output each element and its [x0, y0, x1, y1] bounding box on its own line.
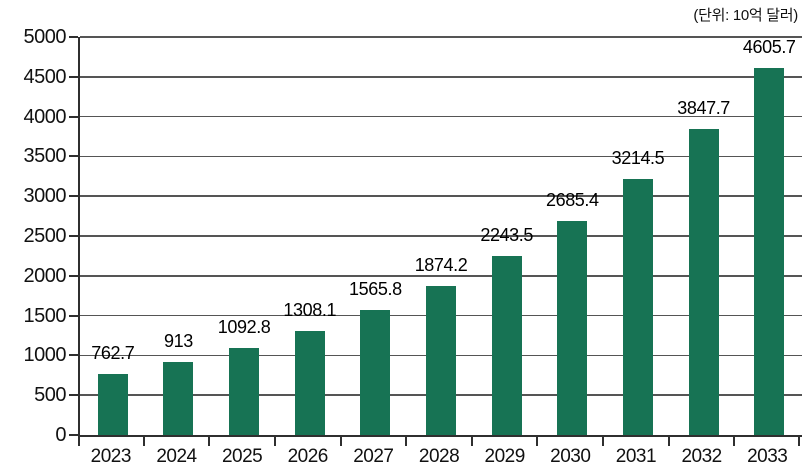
x-tick-marks [78, 437, 800, 447]
y-axis-label-4500: 4500 [23, 65, 67, 88]
bar-group-2030: 2685.4 [539, 37, 605, 435]
bar-2029 [491, 256, 522, 435]
bar-group-2026: 1308.1 [277, 37, 343, 435]
bar-2028 [426, 285, 457, 435]
bar-group-2027: 1565.8 [343, 37, 409, 435]
y-axis-label-1000: 1000 [23, 344, 67, 367]
bar-value-label-2029: 2243.5 [480, 225, 533, 246]
x-tick-7 [536, 437, 539, 446]
y-tick-2000 [69, 274, 78, 277]
x-tick-1 [142, 437, 145, 446]
bar-2031 [622, 179, 653, 435]
bar-group-2028: 1874.2 [408, 37, 474, 435]
x-tick-9 [667, 437, 670, 446]
x-axis-label-2032: 2032 [681, 446, 722, 467]
y-axis-label-3000: 3000 [23, 185, 67, 208]
x-axis-label-2026: 2026 [287, 446, 329, 467]
x-axis-label-2030: 2030 [550, 446, 591, 467]
y-axis-label-5000: 5000 [23, 26, 67, 48]
x-axis-label-2028: 2028 [418, 446, 460, 467]
x-tick-10 [733, 437, 736, 446]
y-tick-4500 [69, 75, 78, 78]
gridline-4000 [80, 115, 802, 118]
gridline-5000 [80, 36, 802, 38]
x-tick-5 [405, 437, 408, 446]
x-axis-labels: 2023 2024 2025 2026 2027 2028 2029 2030 2031 2032… [78, 447, 800, 466]
bar-value-label-2027: 1565.8 [349, 279, 402, 300]
gridline-3500 [80, 155, 802, 158]
gridline-2000 [80, 275, 802, 277]
bar-group-2024: 913 [146, 37, 212, 435]
bar-2030 [557, 221, 588, 435]
x-axis-label-2025: 2025 [221, 446, 263, 467]
x-tick-11 [798, 437, 800, 446]
bar-value-label-2032: 3847.7 [677, 97, 730, 118]
y-axis-label-3500: 3500 [23, 145, 67, 168]
y-axis-label-0: 0 [55, 424, 66, 446]
bar-2023 [97, 374, 128, 435]
y-axis-labels: 0 500 1000 1500 2000 2500 3000 3500 4000 4500 5000 [0, 27, 67, 445]
bars-container: 762.7 913 1092.8 1308.1 1565.8 1874.2 2243.5 26… [80, 37, 802, 435]
bar-value-label-2028: 1874.2 [414, 254, 468, 275]
y-tick-1000 [69, 354, 78, 357]
plot-area: 762.7 913 1092.8 1308.1 1565.8 1874.2 2243.5 26… [69, 36, 802, 437]
y-tick-5000 [69, 36, 78, 38]
y-axis-label-2000: 2000 [23, 264, 67, 287]
y-tick-4000 [69, 115, 78, 118]
y-tick-500 [69, 394, 78, 397]
bar-value-label-2023: 762.7 [91, 343, 135, 364]
gridline-4500 [80, 76, 802, 78]
bar-2025 [229, 348, 260, 435]
bar-value-label-2025: 1092.8 [217, 317, 271, 338]
bar-2024 [163, 362, 194, 435]
bar-2032 [688, 128, 719, 435]
bar-group-2031: 3214.5 [605, 37, 671, 435]
x-axis-label-2029: 2029 [484, 446, 526, 467]
y-axis-label-500: 500 [34, 384, 66, 407]
bar-2033 [754, 68, 785, 435]
y-tick-3500 [69, 155, 78, 158]
bar-value-label-2026: 1308.1 [283, 299, 337, 320]
x-axis-label-2024: 2024 [156, 446, 197, 467]
y-tick-1500 [69, 314, 78, 317]
y-tick-0 [69, 434, 78, 436]
bar-group-2025: 1092.8 [211, 37, 277, 435]
x-tick-2 [208, 437, 211, 446]
bar-group-2023: 762.7 [80, 37, 146, 435]
x-tick-3 [273, 437, 276, 446]
x-axis-label-2027: 2027 [353, 446, 394, 467]
bar-2026 [294, 330, 325, 435]
y-tick-3000 [69, 195, 78, 198]
y-axis-label-1500: 1500 [23, 304, 67, 327]
gridline-2500 [80, 235, 802, 237]
bar-group-2029: 2243.5 [474, 37, 540, 435]
x-tick-8 [602, 437, 605, 446]
x-axis-label-2023: 2023 [90, 446, 132, 467]
y-axis-label-2500: 2500 [23, 225, 67, 247]
bar-2027 [360, 310, 391, 435]
bar-group-2032: 3847.7 [671, 37, 737, 435]
bar-group-2033: 4605.7 [736, 37, 802, 435]
x-axis-label-2033: 2033 [747, 446, 788, 467]
bar-value-label-2030: 2685.4 [545, 190, 599, 211]
x-tick-0 [78, 437, 80, 446]
bar-value-label-2033: 4605.7 [742, 37, 796, 58]
x-tick-6 [470, 437, 473, 446]
x-axis-label-2031: 2031 [615, 446, 657, 467]
bar-value-label-2031: 3214.5 [611, 148, 665, 169]
y-axis-label-4000: 4000 [23, 105, 67, 128]
y-tick-2500 [69, 235, 78, 237]
x-tick-4 [339, 437, 342, 446]
gridline-3000 [80, 195, 802, 197]
unit-label: (단위: 10억 달러) [693, 7, 798, 24]
bar-value-label-2024: 913 [164, 331, 193, 352]
